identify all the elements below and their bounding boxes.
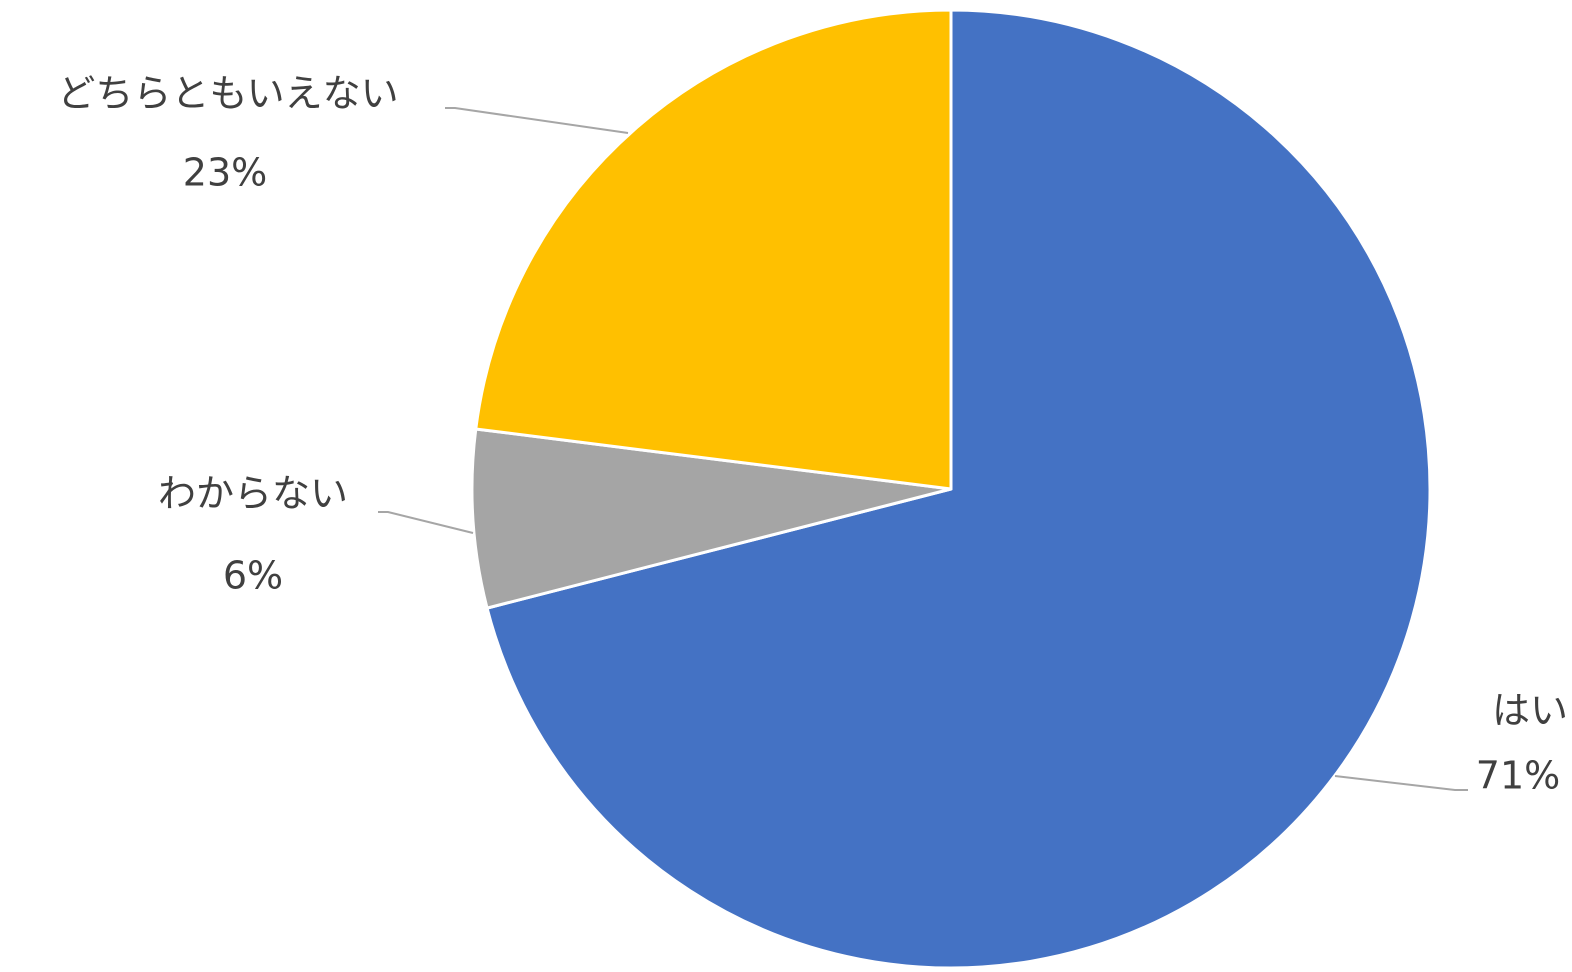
leader-line-1 xyxy=(1334,775,1468,791)
slice-category-label-3: どちらともいえない xyxy=(57,72,398,116)
data-labels-layer: はい 71% わからない 6% どちらともいえない 23% xyxy=(57,72,1568,798)
slice-category-label-1: はい xyxy=(1492,689,1568,733)
slice-percent-label-1: 71% xyxy=(1476,754,1560,798)
slice-category-label-2: わからない xyxy=(158,472,348,516)
pie-slice-1 xyxy=(485,8,1432,970)
leader-lines-layer xyxy=(378,107,1468,791)
pie-slice-2 xyxy=(470,427,953,610)
slice-percent-label-2: 6% xyxy=(223,554,283,598)
pie-slice-3 xyxy=(474,8,953,491)
leader-line-3 xyxy=(445,107,629,134)
leader-line-2 xyxy=(378,511,474,534)
slice-percent-label-3: 23% xyxy=(183,151,267,195)
slices-layer xyxy=(470,8,1432,970)
